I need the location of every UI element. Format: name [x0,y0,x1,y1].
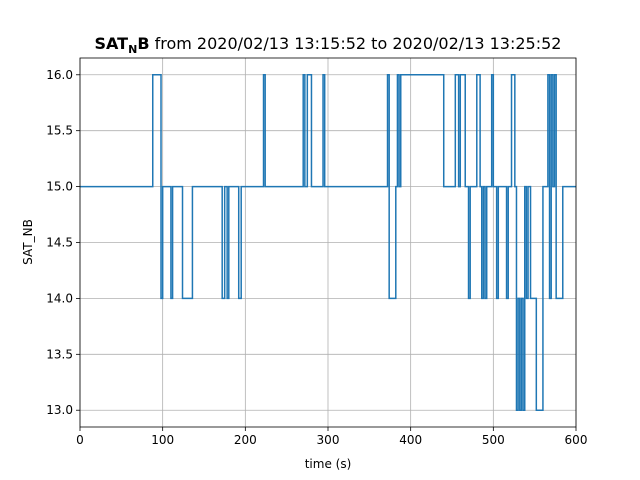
y-tick-label-6: 16.0 [46,68,73,82]
chart-title: SATNB from 2020/02/13 13:15:52 to 2020/0… [95,34,562,56]
x-tick-label-2: 200 [234,433,257,447]
x-tick-label-4: 400 [399,433,422,447]
series-group [80,74,576,411]
x-tick-label-0: 0 [76,433,84,447]
title-rest: from 2020/02/13 13:15:52 to 2020/02/13 1… [150,34,562,53]
x-tick-label-1: 100 [151,433,174,447]
series-line-0 [80,74,576,411]
x-axis-label: time (s) [305,457,352,471]
y-tick-label-1: 13.5 [46,347,73,361]
y-tick-label-0: 13.0 [46,403,73,417]
y-tick-label-2: 14.0 [46,291,73,305]
title-main: SAT [95,34,129,53]
x-tick-label-5: 500 [482,433,505,447]
y-tick-label-4: 15.0 [46,180,73,194]
ticks: 0 100 200 300 400 500 600 13.0 13.5 14.0 14.5 15.0 1… [46,68,587,447]
y-tick-label-3: 14.5 [46,236,73,250]
x-tick-label-6: 600 [565,433,588,447]
y-tick-label-5: 15.5 [46,124,73,138]
y-axis-label: SAT_NB [21,219,35,265]
x-tick-label-3: 300 [317,433,340,447]
title-subscript: N [128,43,137,56]
title-bold-tail: B [137,34,149,53]
